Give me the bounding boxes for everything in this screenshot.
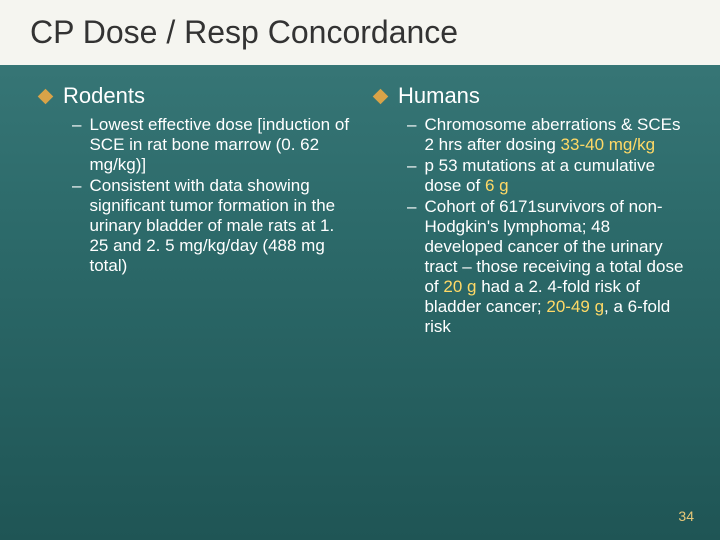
list-item-text: Consistent with data showing significant… [89, 176, 355, 276]
content-area: Rodents – Lowest effective dose [inducti… [0, 65, 720, 339]
dash-icon: – [407, 197, 424, 337]
dash-icon: – [72, 115, 89, 175]
list-item-text: Lowest effective dose [induction of SCE … [89, 115, 355, 175]
list-item-text: Chromosome aberrations & SCEs 2 hrs afte… [424, 115, 690, 155]
slide: CP Dose / Resp Concordance Rodents – Low… [0, 0, 720, 540]
right-heading: Humans [398, 83, 480, 109]
list-item: – Cohort of 6171survivors of non-Hodgkin… [407, 197, 690, 337]
diamond-icon [373, 88, 389, 104]
right-heading-row: Humans [375, 83, 690, 109]
highlight-text: 20 g [443, 277, 476, 296]
right-sublist: – Chromosome aberrations & SCEs 2 hrs af… [375, 115, 690, 338]
right-column: Humans – Chromosome aberrations & SCEs 2… [375, 83, 690, 339]
left-column: Rodents – Lowest effective dose [inducti… [40, 83, 355, 339]
left-heading: Rodents [63, 83, 145, 109]
list-item: – Chromosome aberrations & SCEs 2 hrs af… [407, 115, 690, 155]
highlight-text: 6 g [485, 176, 509, 195]
slide-number: 34 [678, 508, 694, 524]
slide-title: CP Dose / Resp Concordance [0, 0, 720, 65]
highlight-text: 20-49 g [546, 297, 604, 316]
dash-icon: – [72, 176, 89, 276]
list-item: – Lowest effective dose [induction of SC… [72, 115, 355, 175]
dash-icon: – [407, 115, 424, 155]
left-heading-row: Rodents [40, 83, 355, 109]
list-item: – p 53 mutations at a cumulative dose of… [407, 156, 690, 196]
list-item-text: Cohort of 6171survivors of non-Hodgkin's… [424, 197, 690, 337]
list-item: – Consistent with data showing significa… [72, 176, 355, 276]
left-sublist: – Lowest effective dose [induction of SC… [40, 115, 355, 276]
list-item-text: p 53 mutations at a cumulative dose of 6… [424, 156, 690, 196]
dash-icon: – [407, 156, 424, 196]
diamond-icon [38, 88, 54, 104]
highlight-text: 33-40 mg/kg [561, 135, 656, 154]
